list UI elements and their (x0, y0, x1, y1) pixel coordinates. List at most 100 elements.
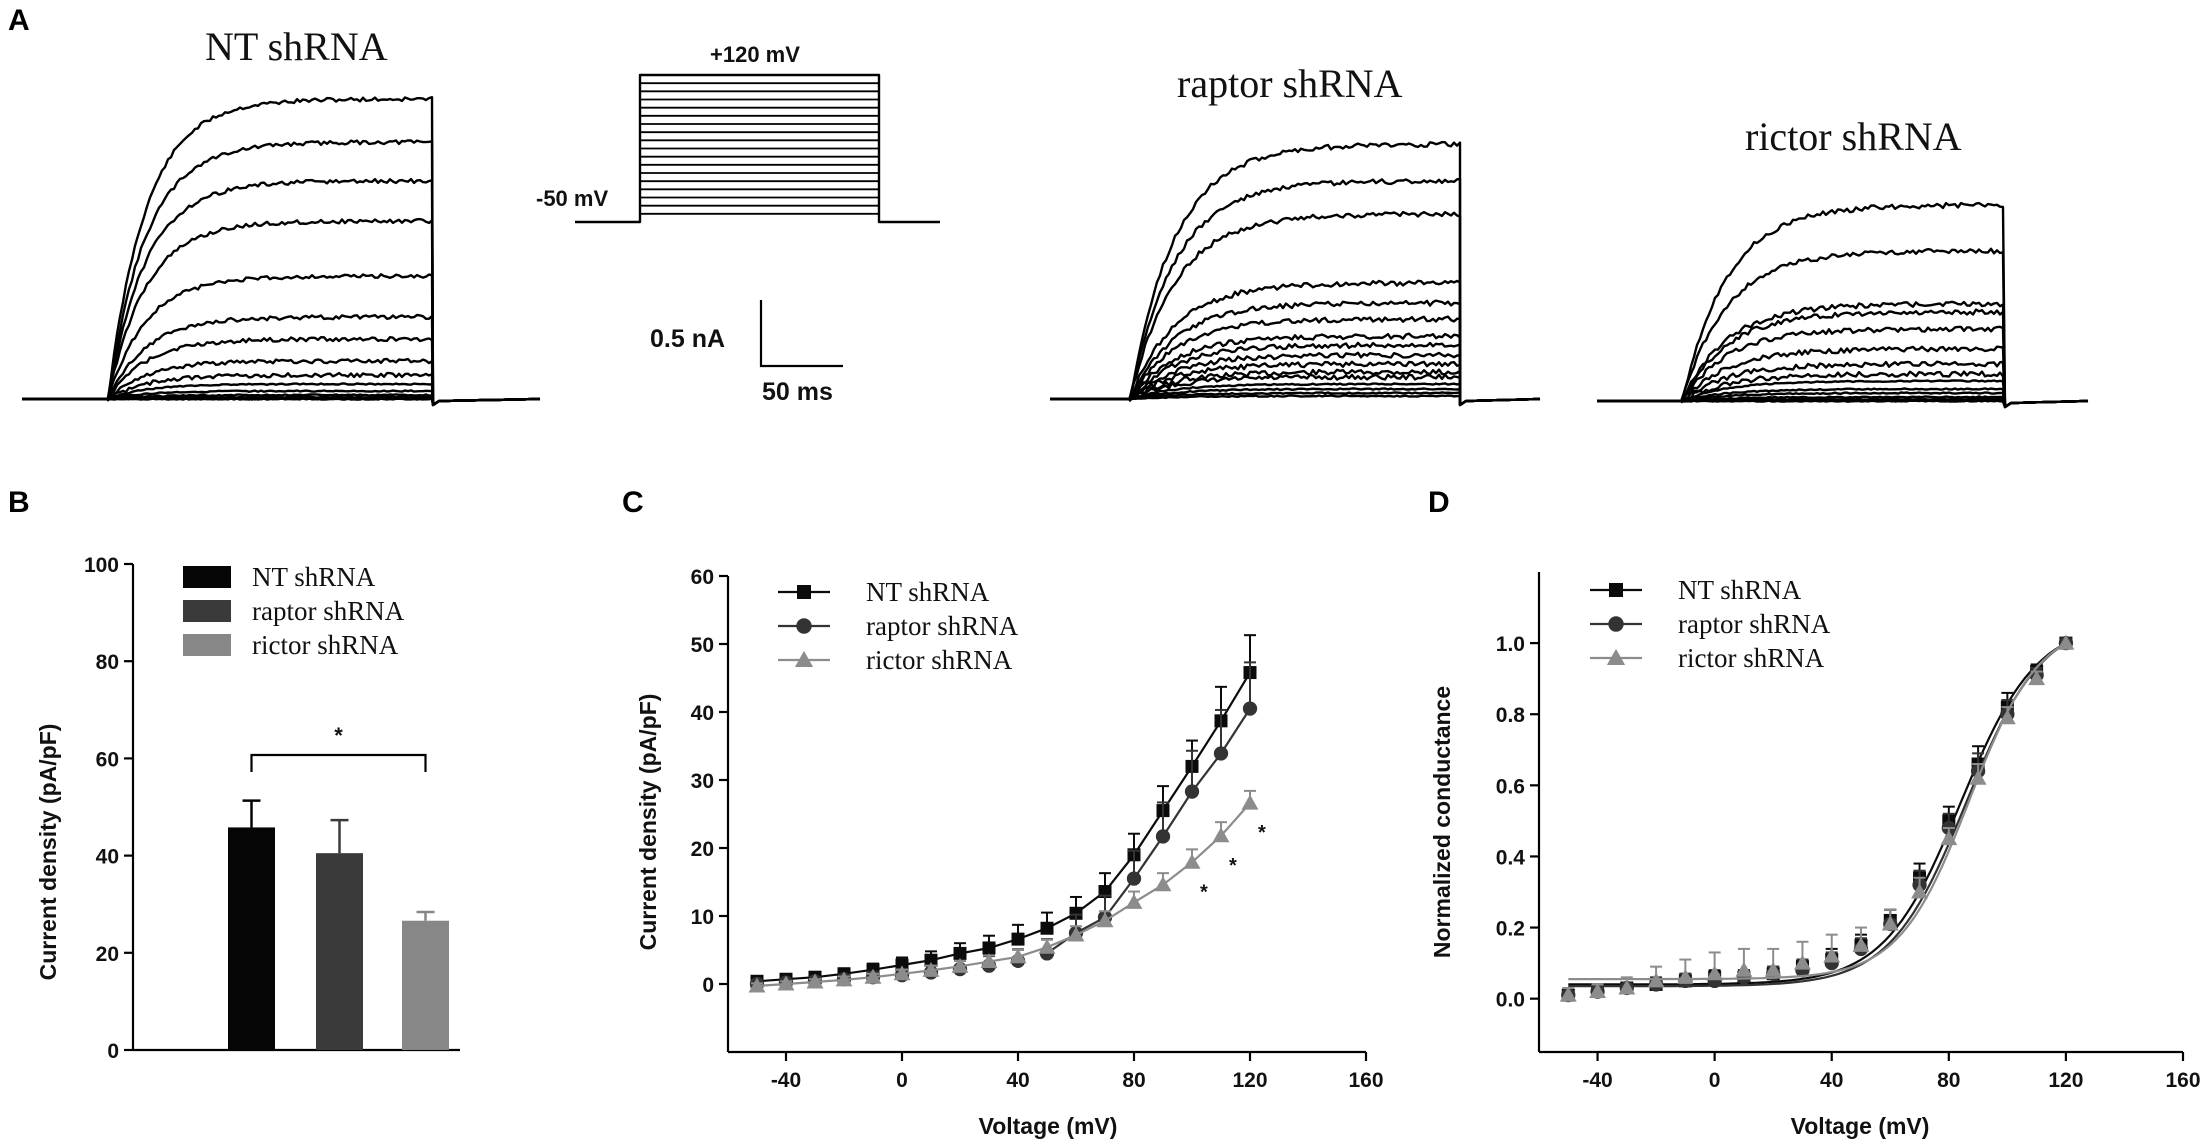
x-tick-label: 80 (1937, 1069, 1960, 1092)
current-trace (1597, 345, 2089, 409)
current-trace (22, 389, 541, 407)
legend-swatch (183, 634, 231, 656)
raptor-trace-title: raptor shRNA (1177, 61, 1403, 106)
y-tick-label: 20 (691, 838, 714, 861)
marker-triangle (980, 953, 998, 969)
current-trace (1597, 387, 2089, 409)
marker-triangle (1794, 954, 1811, 970)
marker-square (1040, 921, 1054, 935)
fit-line (1568, 642, 2067, 986)
current-trace (1597, 201, 2089, 409)
marker-triangle (1067, 926, 1085, 942)
panel-label-d: D (1428, 486, 1450, 519)
current-trace (22, 273, 541, 407)
current-trace (1050, 332, 1541, 407)
y-tick-label: 30 (691, 770, 714, 793)
marker-triangle (1125, 893, 1143, 909)
x-tick-label: 160 (2165, 1069, 2200, 1092)
bar-chart-legend: NT shRNA raptor shRNA rictor shRNA (183, 562, 405, 660)
rictor-trace-title: rictor shRNA (1745, 114, 1962, 159)
current-trace (1050, 140, 1541, 407)
legend-swatch (183, 600, 231, 622)
marker-triangle (835, 971, 853, 987)
significance-star: * (334, 723, 343, 748)
y-tick-label: 20 (96, 943, 119, 966)
y-tick-label: 100 (84, 554, 119, 577)
current-trace (1050, 351, 1541, 407)
current-trace (1050, 373, 1541, 407)
panel-d-conductance-curve: 0.0 0.2 0.4 0.6 0.8 1.0 -40 0 40 80 120 160 NT shRNA… (1429, 572, 2201, 1139)
marker-triangle (1096, 912, 1114, 928)
x-tick-label: -40 (771, 1069, 801, 1092)
panel-b-bar-chart: 0 20 40 60 80 100 Current density (pA/pF) * N… (35, 554, 460, 1063)
marker-triangle (1559, 986, 1577, 1002)
y-tick-label: 40 (96, 846, 119, 869)
bar-1 (316, 853, 363, 1050)
legend-label: NT shRNA (866, 577, 990, 607)
marker-triangle (777, 975, 795, 991)
x-tick-label: 0 (896, 1069, 908, 1092)
significance-star: * (1200, 881, 1208, 903)
y-tick-label: 80 (96, 651, 119, 674)
marker-triangle (1589, 983, 1606, 999)
current-trace (1050, 299, 1541, 407)
x-tick-label: 40 (1006, 1069, 1029, 1092)
series-1 (1561, 635, 2074, 1003)
bar-chart-axes: 0 20 40 60 80 100 (84, 554, 460, 1063)
fit-line (1568, 642, 2067, 988)
protocol-hold-label: -50 mV (536, 186, 608, 211)
current-trace (22, 177, 541, 407)
series-0 (1561, 636, 2073, 1002)
panel-label-a: A (8, 4, 30, 37)
current-trace (1050, 341, 1541, 407)
marker-square (797, 585, 811, 599)
marker-triangle (1823, 947, 1841, 963)
plot-legend: NT shRNA raptor shRNA rictor shRNA (778, 577, 1019, 675)
x-tick-label: -40 (1582, 1069, 1612, 1092)
marker-triangle (2057, 634, 2075, 650)
iv-curve-plot: 0 10 20 30 40 50 60 -40 0 40 80 120 160 NT shRNA rapto… (691, 566, 1384, 1092)
current-trace (22, 382, 541, 407)
conductance-y-axis-label: Normalized conductance (1429, 686, 1455, 958)
scale-bar-current-label: 0.5 nA (650, 325, 725, 353)
iv-x-axis-label: Voltage (mV) (979, 1113, 1118, 1139)
y-tick-label: 0.6 (1496, 775, 1525, 798)
marker-square (1011, 932, 1025, 946)
conductance-x-axis-label: Voltage (mV) (1791, 1113, 1930, 1139)
significance-bracket (250, 753, 427, 772)
marker-triangle (1647, 972, 1665, 988)
protocol-outline (575, 73, 940, 224)
panel-c-iv-curve: 0 10 20 30 40 50 60 -40 0 40 80 120 160 NT shRNA rapto… (635, 566, 1384, 1139)
marker-circle (796, 618, 812, 634)
current-trace (1050, 382, 1541, 407)
marker-circle (1608, 616, 1624, 632)
marker-triangle (1706, 965, 1724, 981)
bar-0 (228, 827, 275, 1050)
marker-square (924, 953, 938, 967)
current-trace (1597, 391, 2089, 409)
current-trace (1597, 308, 2089, 409)
voltage-protocol (575, 73, 940, 224)
series-2 (748, 789, 1259, 993)
fit-line (1568, 642, 2067, 981)
bar-2 (402, 920, 449, 1050)
legend-label: NT shRNA (1678, 575, 1802, 605)
marker-triangle (1676, 968, 1694, 984)
significance-star: * (1229, 855, 1237, 877)
iv-y-axis-label: Current density (pA/pF) (635, 694, 661, 951)
legend-label: raptor shRNA (866, 611, 1019, 641)
scale-bar-time-label: 50 ms (762, 378, 833, 406)
current-trace (22, 139, 541, 407)
marker-triangle (922, 961, 940, 977)
current-trace (1050, 315, 1541, 407)
y-tick-label: 0.8 (1496, 704, 1526, 727)
marker-triangle (1183, 853, 1201, 869)
current-trace (1050, 177, 1541, 407)
marker-triangle (864, 968, 882, 984)
current-trace (1597, 325, 2089, 409)
current-trace (1597, 379, 2089, 409)
marker-triangle (1154, 876, 1172, 892)
marker-triangle (951, 957, 969, 973)
current-trace (22, 397, 541, 407)
protocol-top-label: +120 mV (710, 42, 800, 67)
